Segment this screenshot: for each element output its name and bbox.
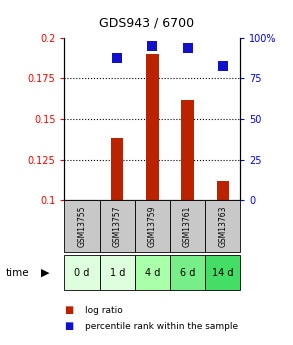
Text: GSM13763: GSM13763 [218,205,227,247]
Bar [100,255,135,290]
Text: ■: ■ [64,306,74,315]
Text: 4 d: 4 d [145,268,160,277]
Point [150,43,155,49]
Text: GSM13759: GSM13759 [148,205,157,247]
Text: ■: ■ [64,321,74,331]
Bar [64,255,100,290]
Text: ▶: ▶ [41,268,50,277]
Bar [217,181,229,200]
Bar [135,255,170,290]
Text: 14 d: 14 d [212,268,234,277]
Text: log ratio: log ratio [85,306,123,315]
Point [115,56,120,61]
Bar [181,100,194,200]
Point [220,63,225,69]
Bar [100,200,135,252]
Bar [64,200,100,252]
Bar [170,255,205,290]
Text: GSM13755: GSM13755 [78,205,86,247]
Bar [146,54,159,200]
Text: GDS943 / 6700: GDS943 / 6700 [99,16,194,29]
Text: GSM13757: GSM13757 [113,205,122,247]
Bar [135,200,170,252]
Text: 0 d: 0 d [74,268,90,277]
Bar [170,200,205,252]
Text: time: time [6,268,30,277]
Text: percentile rank within the sample: percentile rank within the sample [85,322,238,331]
Bar [205,200,240,252]
Point [185,45,190,51]
Bar [111,138,123,200]
Text: GSM13761: GSM13761 [183,205,192,247]
Bar [205,255,240,290]
Text: 6 d: 6 d [180,268,195,277]
Text: 1 d: 1 d [110,268,125,277]
